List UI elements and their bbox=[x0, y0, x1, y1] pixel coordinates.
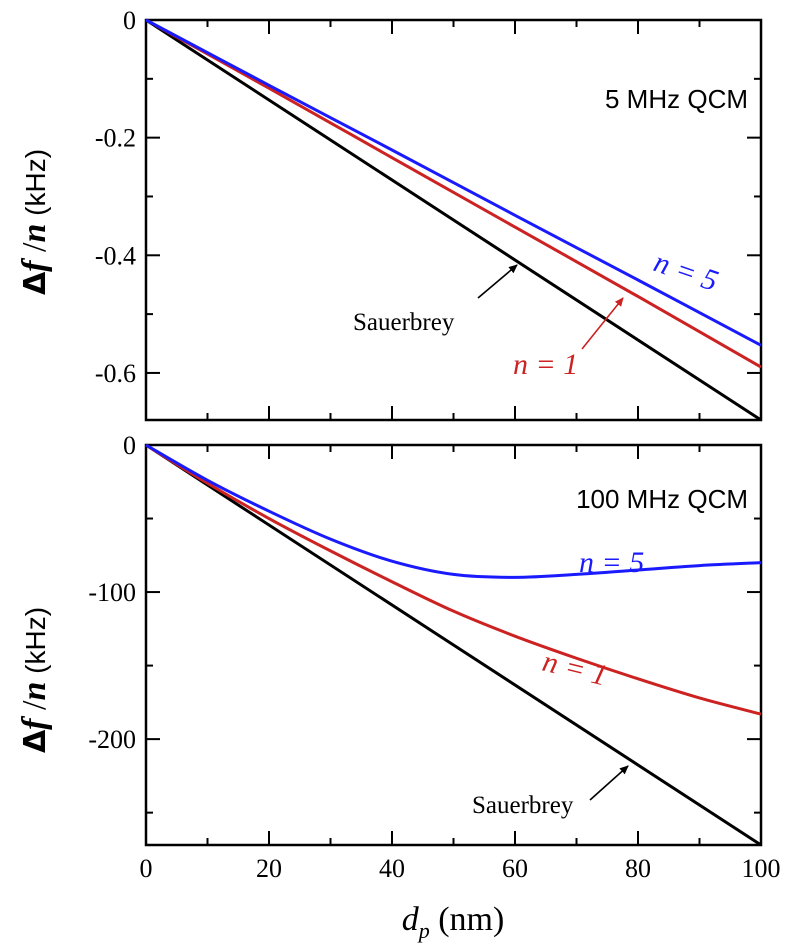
y-tick-label: -0.4 bbox=[95, 241, 136, 270]
bottom-series bbox=[145, 443, 762, 847]
x-tick-label: 100 bbox=[742, 854, 781, 883]
bottom-panel: 0 -100 -200 0 20 40 60 80 100 100 MHz QCM Sauer… bbox=[16, 431, 781, 943]
series-line-n5 bbox=[145, 443, 762, 579]
bottom-sauerbrey-annotation: Sauerbrey bbox=[472, 765, 629, 819]
xlabel-unit: (nm) bbox=[430, 901, 505, 938]
top-series bbox=[145, 18, 762, 422]
x-tick-label: 60 bbox=[502, 854, 528, 883]
top-ylabel-slash: / bbox=[16, 242, 53, 261]
bottom-sauerbrey-label: Sauerbrey bbox=[472, 792, 574, 819]
top-n1-arrow bbox=[581, 297, 624, 350]
bottom-ylabel-f: f bbox=[16, 715, 53, 730]
y-tick-label: -200 bbox=[88, 725, 136, 754]
top-ylabel-unit: (kHz) bbox=[20, 149, 51, 224]
series-line-n1 bbox=[145, 18, 762, 369]
top-panel-annotation: 5 MHz QCM bbox=[605, 84, 748, 114]
top-n5-label: n = 5 bbox=[650, 245, 722, 297]
top-panel: 0-0.2-0.4-0.6 5 MHz QCM Sauerbrey n = 1 … bbox=[16, 6, 763, 422]
x-tick-label: 40 bbox=[379, 854, 405, 883]
xlabel-sub: p bbox=[417, 918, 430, 943]
bottom-ylabel-unit: (kHz) bbox=[20, 607, 51, 682]
top-ylabel-f: f bbox=[16, 257, 53, 272]
series-line-sauerbrey bbox=[145, 18, 762, 422]
bottom-y-axis-label: Δf /n (kHz) bbox=[16, 607, 53, 753]
y-tick-label: -0.2 bbox=[95, 124, 136, 153]
y-tick-label: 0 bbox=[123, 6, 136, 35]
top-y-tick-labels: 0 -0.2 -0.4 -0.6 bbox=[95, 6, 136, 388]
bottom-x-tick-labels: 0 20 40 60 80 100 bbox=[140, 854, 781, 883]
series-line-n5 bbox=[145, 18, 762, 347]
bottom-ylabel-slash: / bbox=[16, 700, 53, 719]
top-sauerbrey-arrow bbox=[477, 264, 518, 299]
top-ylabel-delta: Δ bbox=[18, 271, 53, 295]
x-tick-label: 0 bbox=[140, 854, 153, 883]
bottom-ylabel-delta: Δ bbox=[18, 729, 53, 753]
y-tick-label: 0 bbox=[123, 431, 136, 460]
top-ylabel-n: n bbox=[16, 224, 53, 243]
y-tick-label: -0.6 bbox=[95, 359, 136, 388]
bottom-y-tick-labels: 0 -100 -200 bbox=[88, 431, 136, 754]
bottom-n1-label: n = 1 bbox=[539, 645, 610, 693]
y-tick-label: -100 bbox=[88, 578, 136, 607]
bottom-sauerbrey-arrow bbox=[589, 765, 629, 801]
top-y-axis-label: Δf /n (kHz) bbox=[16, 149, 53, 295]
bottom-n5-label: n = 5 bbox=[579, 546, 644, 579]
series-line-n1 bbox=[145, 443, 762, 716]
top-sauerbrey-annotation: Sauerbrey bbox=[353, 264, 518, 336]
bottom-ylabel-n: n bbox=[16, 682, 53, 701]
x-tick-label: 80 bbox=[625, 854, 651, 883]
top-ticks bbox=[145, 19, 762, 420]
top-n1-annotation: n = 1 bbox=[513, 297, 624, 381]
bottom-panel-annotation: 100 MHz QCM bbox=[576, 484, 748, 514]
bottom-ticks bbox=[145, 444, 762, 845]
x-axis-label: dp (nm) bbox=[402, 901, 505, 943]
x-tick-label: 20 bbox=[256, 854, 282, 883]
top-sauerbrey-label: Sauerbrey bbox=[353, 309, 455, 336]
xlabel-d: d bbox=[402, 901, 420, 938]
top-n1-label: n = 1 bbox=[513, 348, 578, 381]
